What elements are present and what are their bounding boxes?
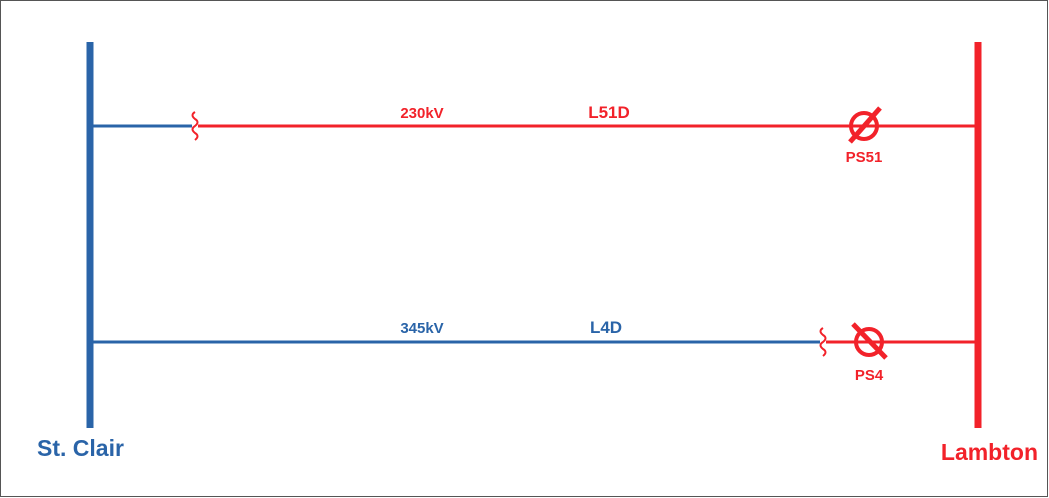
bus-label: St. Clair (37, 435, 124, 461)
device-label: PS51 (846, 149, 883, 166)
voltage-label: 345kV (400, 320, 443, 337)
phase-shifter-slash (851, 322, 888, 360)
line-name: L4D (590, 318, 622, 337)
break-symbol (819, 327, 827, 357)
device-label: PS4 (855, 367, 884, 384)
voltage-label: 230kV (400, 105, 443, 122)
phase-shifter (854, 327, 884, 357)
bus-label: Lambton (941, 439, 1038, 465)
break-symbol (191, 111, 199, 141)
phase-shifter (849, 111, 879, 141)
line-name: L51D (588, 103, 630, 122)
phase-shifter-slash (848, 106, 882, 144)
